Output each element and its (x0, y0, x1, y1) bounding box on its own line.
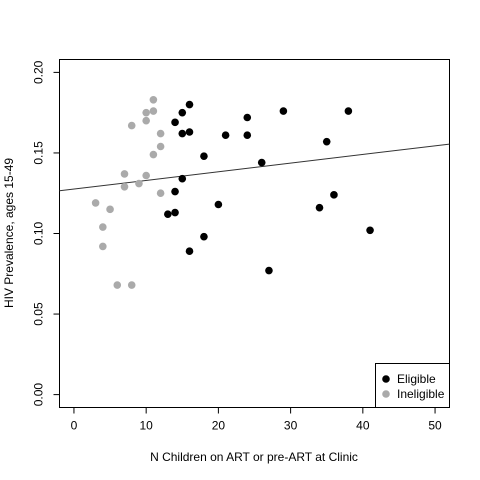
point-eligible (243, 113, 252, 122)
point-ineligible (156, 129, 165, 138)
point-ineligible (120, 170, 129, 178)
point-eligible (164, 210, 172, 218)
point-ineligible (149, 95, 158, 104)
point-eligible (322, 137, 331, 146)
point-eligible (243, 131, 252, 140)
x-tick-label: 30 (284, 419, 298, 433)
point-ineligible (127, 281, 136, 289)
point-eligible (315, 203, 324, 212)
point-eligible (330, 191, 338, 199)
legend-marker-eligible (382, 375, 390, 383)
point-ineligible (99, 223, 107, 231)
point-eligible (200, 232, 208, 241)
point-ineligible (156, 189, 165, 198)
point-eligible (344, 107, 353, 115)
y-axis-title: HIV Prevalence, ages 15-49 (2, 158, 16, 308)
point-ineligible (156, 142, 165, 151)
point-ineligible (135, 179, 143, 188)
point-ineligible (113, 281, 122, 289)
y-tick-label: 0.15 (32, 141, 46, 165)
point-ineligible (99, 242, 107, 251)
point-eligible (185, 100, 194, 109)
x-tick-label: 20 (212, 419, 226, 433)
point-ineligible (149, 150, 158, 159)
legend: Eligible Ineligible (375, 363, 450, 408)
point-ineligible (142, 116, 150, 125)
legend-label-eligible: Eligible (397, 372, 436, 386)
point-eligible (185, 128, 194, 136)
x-tick-label: 40 (356, 419, 370, 433)
x-axis-title: N Children on ART or pre-ART at Clinic (150, 450, 358, 464)
point-eligible (200, 152, 208, 160)
point-eligible (257, 158, 266, 167)
legend-label-ineligible: Ineligible (397, 387, 445, 401)
point-eligible (171, 208, 179, 217)
y-tick-label: 0.05 (32, 302, 46, 326)
point-ineligible (91, 199, 100, 207)
point-ineligible (142, 171, 150, 180)
point-ineligible (127, 121, 136, 130)
legend-marker-ineligible (382, 390, 390, 398)
point-eligible (171, 118, 179, 127)
point-eligible (185, 247, 194, 256)
point-eligible (221, 131, 230, 140)
point-eligible (265, 266, 273, 275)
point-eligible (178, 174, 187, 183)
point-eligible (279, 107, 288, 115)
point-ineligible (106, 205, 114, 214)
point-eligible (214, 200, 223, 209)
plot-frame (59, 59, 450, 408)
y-tick-label: 0.10 (32, 221, 46, 245)
y-tick-label: 0.00 (32, 383, 46, 407)
trend-line-group (59, 143, 450, 192)
point-ineligible (142, 108, 150, 117)
point-eligible (171, 187, 179, 196)
point-eligible (178, 129, 187, 138)
y-tick-label: 0.20 (32, 60, 46, 84)
x-tick-label: 50 (428, 419, 442, 433)
trend-line (59, 143, 450, 192)
points-group (91, 95, 374, 289)
y-axis: 0.00 0.05 0.10 0.15 0.20 (32, 60, 60, 406)
point-ineligible (120, 182, 129, 191)
x-tick-label: 0 (71, 419, 78, 433)
legend-box (375, 363, 450, 408)
x-axis: 0 10 20 30 40 50 (71, 407, 442, 433)
point-eligible (178, 108, 187, 117)
point-eligible (366, 226, 374, 235)
point-ineligible (149, 107, 158, 115)
x-tick-label: 10 (139, 419, 153, 433)
